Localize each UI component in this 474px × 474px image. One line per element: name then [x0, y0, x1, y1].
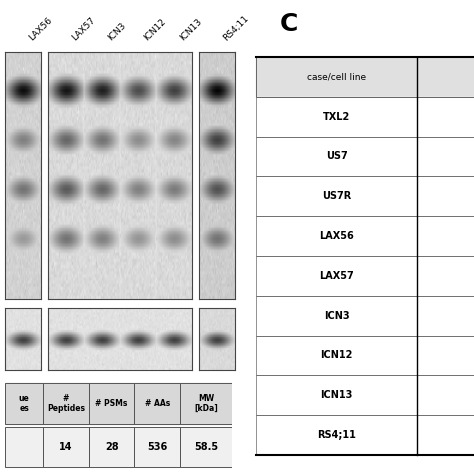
Bar — [417, 415, 474, 455]
Bar — [135, 427, 180, 466]
Bar — [417, 137, 474, 176]
Bar — [5, 427, 44, 466]
Bar — [180, 427, 232, 466]
Text: ICN12: ICN12 — [142, 17, 168, 43]
Text: RS4;11: RS4;11 — [317, 430, 356, 440]
Bar — [44, 427, 89, 466]
Bar — [256, 336, 417, 375]
Text: US7: US7 — [326, 151, 347, 162]
Bar — [417, 97, 474, 137]
Text: ICN3: ICN3 — [107, 21, 128, 43]
Bar — [417, 336, 474, 375]
Bar — [256, 336, 417, 375]
Text: C: C — [280, 12, 298, 36]
Text: 536: 536 — [147, 442, 167, 452]
Text: ICN13: ICN13 — [320, 390, 353, 401]
Bar — [417, 97, 474, 137]
Text: 14: 14 — [59, 442, 73, 452]
Bar — [417, 176, 474, 216]
Bar — [44, 383, 89, 424]
Bar — [256, 176, 417, 216]
Bar — [180, 427, 232, 466]
Text: RS4;11: RS4;11 — [221, 14, 250, 43]
Text: ICN12: ICN12 — [320, 350, 353, 361]
Bar — [256, 176, 417, 216]
Bar — [256, 137, 417, 176]
Bar — [256, 97, 417, 137]
Bar — [417, 296, 474, 336]
Bar — [89, 383, 135, 424]
Bar — [180, 383, 232, 424]
Text: # AAs: # AAs — [145, 399, 170, 408]
Text: 58.5: 58.5 — [194, 442, 218, 452]
Bar — [417, 415, 474, 455]
Bar — [417, 375, 474, 415]
Bar — [417, 256, 474, 296]
Text: LAX57: LAX57 — [71, 16, 97, 43]
Bar — [180, 383, 232, 424]
Bar — [417, 336, 474, 375]
Bar — [256, 137, 417, 176]
Bar — [417, 216, 474, 256]
Bar — [256, 296, 417, 336]
Bar — [44, 383, 89, 424]
Bar — [5, 427, 44, 466]
Bar — [256, 375, 417, 415]
Bar — [256, 57, 417, 97]
Bar — [256, 216, 417, 256]
Bar — [5, 383, 44, 424]
Bar — [89, 427, 135, 466]
Bar — [256, 296, 417, 336]
Bar — [5, 383, 44, 424]
Bar — [417, 256, 474, 296]
Bar — [417, 176, 474, 216]
Bar — [135, 427, 180, 466]
Bar — [256, 256, 417, 296]
Text: case/cell line: case/cell line — [307, 73, 366, 81]
Bar — [44, 427, 89, 466]
Bar — [417, 137, 474, 176]
Text: LAX56: LAX56 — [319, 231, 354, 241]
Text: #
Peptides: # Peptides — [47, 394, 85, 413]
Text: LAX57: LAX57 — [319, 271, 354, 281]
Text: TXL2: TXL2 — [323, 111, 350, 122]
Bar — [256, 97, 417, 137]
Text: US7R: US7R — [322, 191, 351, 201]
Bar — [256, 216, 417, 256]
Bar — [256, 256, 417, 296]
Bar — [417, 216, 474, 256]
Bar — [89, 383, 135, 424]
Bar — [135, 383, 180, 424]
Text: ue
es: ue es — [18, 394, 29, 413]
Text: # PSMs: # PSMs — [95, 399, 128, 408]
Text: LAX56: LAX56 — [27, 16, 55, 43]
Text: ICN13: ICN13 — [178, 17, 204, 43]
Text: MW
[kDa]: MW [kDa] — [194, 394, 218, 413]
Bar — [417, 57, 474, 97]
Bar — [256, 375, 417, 415]
Text: ICN3: ICN3 — [324, 310, 349, 321]
Bar — [89, 427, 135, 466]
Bar — [135, 383, 180, 424]
Bar — [417, 375, 474, 415]
Bar — [417, 57, 474, 97]
Bar — [256, 415, 417, 455]
Bar — [256, 415, 417, 455]
Bar — [417, 296, 474, 336]
Text: 28: 28 — [105, 442, 118, 452]
Bar — [256, 57, 417, 97]
